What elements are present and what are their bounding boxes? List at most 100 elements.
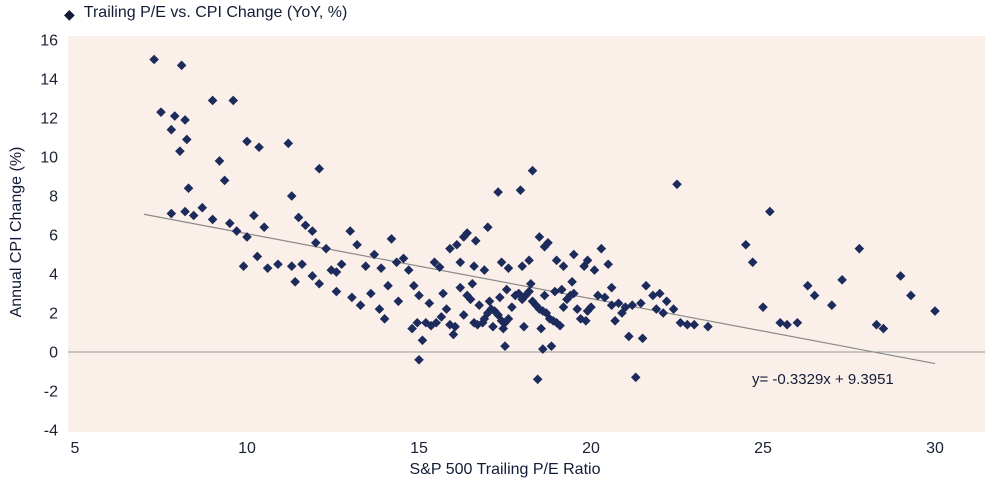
scatter-point: [854, 243, 865, 254]
y-axis-tick-label: 16: [40, 33, 58, 50]
scatter-point: [398, 253, 409, 264]
scatter-point: [369, 249, 380, 260]
y-axis-tick-label: 12: [40, 111, 58, 128]
scatter-point: [259, 222, 269, 232]
scatter-point: [572, 304, 583, 314]
scatter-point: [543, 238, 553, 248]
scatter-point: [452, 239, 462, 250]
trendline: [143, 213, 936, 365]
scatter-point: [293, 212, 304, 223]
scatter-point: [551, 255, 562, 266]
scatter-point: [555, 320, 565, 331]
scatter-point: [166, 124, 177, 135]
y-axis-tick-label: 4: [49, 267, 58, 284]
scatter-point: [462, 228, 472, 238]
scatter-point: [827, 300, 837, 310]
scatter-point: [438, 288, 448, 299]
scatter-point: [636, 298, 646, 309]
trendline-equation: y= -0.3329x + 9.3951: [752, 371, 894, 388]
scatter-point: [383, 280, 393, 291]
scatter-point: [409, 280, 419, 291]
scatter-point: [703, 321, 713, 332]
scatter-point: [169, 111, 180, 121]
scatter-point: [582, 255, 593, 266]
scatter-point: [507, 302, 517, 312]
scatter-point: [515, 185, 526, 195]
scatter-point: [620, 302, 631, 312]
scatter-point: [345, 226, 355, 236]
scatter-point: [641, 280, 651, 291]
scatter-point: [360, 261, 371, 271]
scatter-point: [596, 243, 607, 254]
scatter-point: [417, 335, 428, 346]
scatter-point: [500, 341, 510, 351]
scatter-point: [469, 261, 479, 271]
scatter-point: [524, 286, 534, 297]
scatter-point: [467, 278, 478, 289]
scatter-point: [524, 255, 534, 266]
scatter-point: [379, 314, 390, 324]
scatter-point: [758, 302, 768, 312]
scatter-point: [352, 239, 362, 250]
scatter-point: [403, 265, 414, 275]
scatter-point: [556, 284, 567, 295]
scatter-point: [792, 317, 803, 328]
scatter-point: [593, 290, 603, 301]
scatter-point: [520, 290, 531, 301]
scatter-point: [483, 222, 493, 232]
scatter-point: [238, 261, 249, 271]
scatter-point: [197, 202, 208, 213]
scatter-point: [290, 277, 300, 287]
scatter-point: [407, 323, 417, 334]
scatter-point: [458, 232, 469, 242]
scatter-point: [906, 290, 916, 301]
scatter-point: [519, 321, 529, 332]
scatter-point: [479, 314, 490, 324]
scatter-point: [613, 298, 624, 309]
scatter-point: [228, 95, 239, 106]
y-axis-tick-label: 14: [40, 72, 58, 89]
scatter-point: [445, 243, 455, 254]
scatter-point: [391, 257, 402, 268]
scatter-point: [286, 261, 297, 271]
scatter-point: [424, 298, 435, 309]
scatter-point: [314, 163, 325, 174]
scatter-point: [496, 316, 507, 326]
scatter-point: [188, 210, 199, 221]
scatter-point: [610, 316, 620, 326]
x-axis-tick-label: 5: [71, 440, 80, 457]
scatter-point: [809, 290, 820, 301]
scatter-point: [637, 333, 648, 344]
scatter-point: [539, 290, 550, 301]
scatter-point: [493, 310, 503, 320]
scatter-point: [658, 308, 669, 318]
y-axis-tick-label: -4: [44, 423, 58, 440]
scatter-point: [655, 288, 665, 299]
scatter-point: [672, 179, 682, 190]
scatter-point: [546, 341, 557, 351]
scatter-point: [156, 107, 166, 117]
y-axis-tick-label: 6: [49, 228, 58, 245]
x-axis-tick-label: 15: [410, 440, 428, 457]
scatter-point: [183, 183, 194, 193]
scatter-point: [579, 261, 589, 271]
scatter-point: [581, 316, 591, 326]
scatter-point: [871, 319, 882, 330]
scatter-point: [675, 317, 686, 328]
scatter-point: [472, 319, 483, 330]
scatter-point: [488, 321, 498, 332]
scatter-point: [254, 142, 264, 153]
scatter-point: [538, 344, 548, 354]
scatter-point: [586, 302, 596, 312]
x-axis-title: S&P 500 Trailing P/E Ratio: [409, 461, 601, 478]
scatter-point: [661, 296, 672, 307]
scatter-point: [589, 265, 600, 275]
x-axis-tick-label: 25: [754, 440, 772, 457]
scatter-point: [180, 115, 190, 125]
scatter-point: [484, 296, 495, 307]
scatter-point: [534, 232, 545, 242]
scatter-point: [503, 263, 514, 273]
scatter-point: [450, 321, 460, 332]
scatter-point: [558, 261, 569, 271]
